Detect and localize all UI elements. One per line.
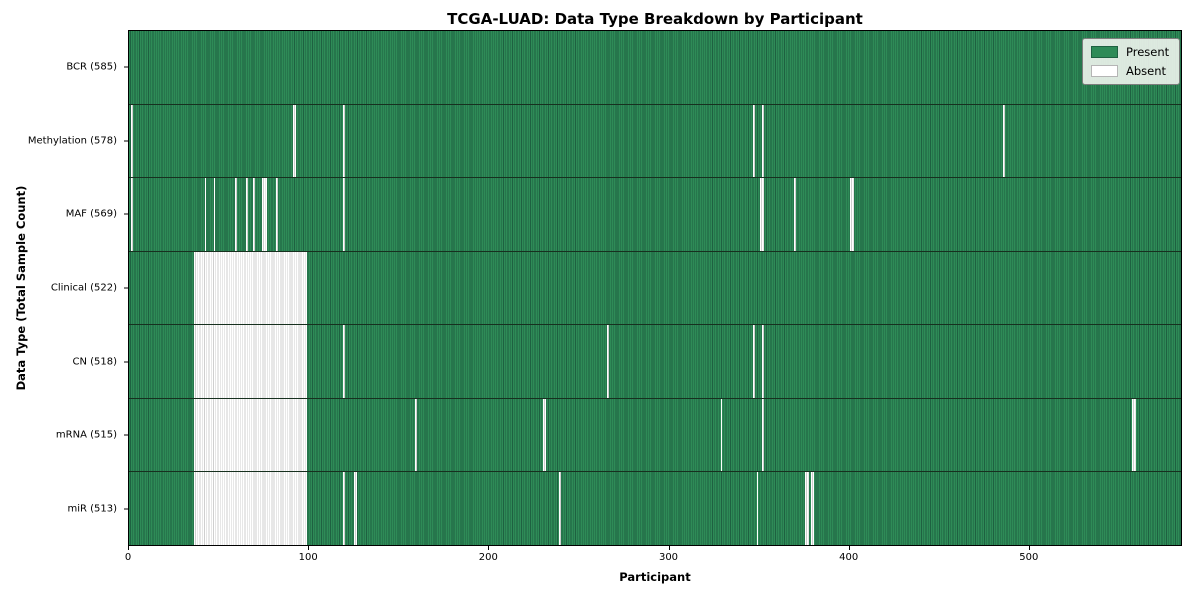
y-tick-label: mRNA (515) — [55, 429, 117, 441]
absent-segment — [760, 178, 764, 251]
absent-segment — [756, 472, 759, 546]
absent-segment — [253, 178, 255, 251]
x-tick-mark — [668, 546, 670, 550]
absent-segment — [292, 104, 297, 178]
x-axis: 0 100 200 300 400 500 — [0, 546, 1200, 576]
absent-segment — [245, 178, 248, 251]
chart-title: TCGA-LUAD: Data Type Breakdown by Partic… — [447, 10, 863, 28]
absent-segment — [193, 398, 308, 472]
heatmap-row-cn — [129, 325, 1181, 399]
legend-label-absent: Absent — [1126, 64, 1167, 78]
absent-segment — [850, 178, 854, 251]
legend: Present Absent — [1082, 38, 1181, 85]
absent-segment — [130, 104, 133, 178]
y-tick-mark — [124, 434, 128, 436]
x-tick-label: 100 — [298, 552, 318, 563]
absent-segment — [761, 104, 764, 178]
legend-label-present: Present — [1126, 45, 1170, 59]
y-tick-mark — [124, 140, 128, 142]
absent-segment — [794, 178, 797, 251]
absent-segment — [558, 472, 561, 546]
y-tick-mark — [124, 287, 128, 289]
absent-segment — [213, 178, 216, 251]
x-tick-mark — [128, 546, 129, 550]
absent-segment — [1002, 104, 1005, 178]
absent-segment — [414, 398, 417, 472]
absent-segment — [235, 178, 237, 251]
legend-item-absent: Absent — [1091, 64, 1169, 78]
absent-segment — [761, 398, 764, 472]
y-tick-label: Methylation (578) — [27, 135, 117, 147]
heatmap-row-bcr — [129, 31, 1181, 105]
absent-segment — [761, 325, 764, 398]
y-tick-label: Clinical (522) — [50, 282, 117, 294]
x-axis-label: Participant — [619, 570, 691, 584]
x-tick-mark — [848, 546, 850, 550]
absent-segment — [193, 325, 308, 398]
absent-segment — [810, 472, 815, 546]
absent-segment — [1132, 398, 1137, 472]
absent-segment — [342, 104, 345, 178]
y-tick-label: MAF (569) — [65, 208, 117, 220]
absent-segment — [276, 178, 279, 251]
x-tick-label: 300 — [658, 552, 679, 563]
x-tick-mark — [488, 546, 490, 550]
absent-segment — [753, 325, 755, 398]
absent-segment — [542, 398, 547, 472]
legend-item-present: Present — [1091, 45, 1169, 59]
absent-segment — [805, 472, 809, 546]
x-tick-mark — [308, 546, 310, 550]
absent-segment — [342, 472, 345, 546]
absent-segment — [353, 472, 358, 546]
heatmap-row-mir — [129, 472, 1181, 546]
heatmap-row-clinical — [129, 251, 1181, 326]
x-tick-label: 400 — [839, 552, 859, 563]
x-tick-label: 200 — [478, 552, 498, 563]
y-tick-label: BCR (585) — [66, 61, 117, 73]
absent-segment — [130, 178, 133, 251]
absent-segment — [262, 178, 268, 251]
plot-area — [128, 30, 1182, 546]
heatmap-row-mrna — [129, 398, 1181, 473]
x-tick-label: 0 — [124, 552, 132, 563]
absent-segment — [720, 398, 723, 472]
y-tick-mark — [124, 508, 128, 510]
absent-swatch-icon — [1091, 65, 1118, 77]
x-tick-mark — [1028, 546, 1030, 550]
y-axis: BCR (585) Methylation (578) MAF (569) Clini… — [0, 30, 128, 546]
y-tick-mark — [124, 66, 128, 68]
absent-segment — [204, 178, 207, 251]
present-swatch-icon — [1091, 46, 1118, 58]
heatmap-row-methylation — [129, 104, 1181, 179]
absent-segment — [753, 104, 755, 178]
y-tick-mark — [124, 361, 128, 363]
absent-segment — [193, 251, 308, 325]
absent-segment — [342, 325, 345, 398]
absent-segment — [342, 178, 345, 251]
y-tick-label: CN (518) — [72, 356, 117, 368]
absent-segment — [193, 472, 308, 546]
y-tick-label: miR (513) — [67, 503, 117, 515]
x-tick-label: 500 — [1019, 552, 1039, 563]
y-tick-mark — [124, 213, 128, 215]
absent-segment — [607, 325, 610, 398]
heatmap-row-maf — [129, 178, 1181, 252]
